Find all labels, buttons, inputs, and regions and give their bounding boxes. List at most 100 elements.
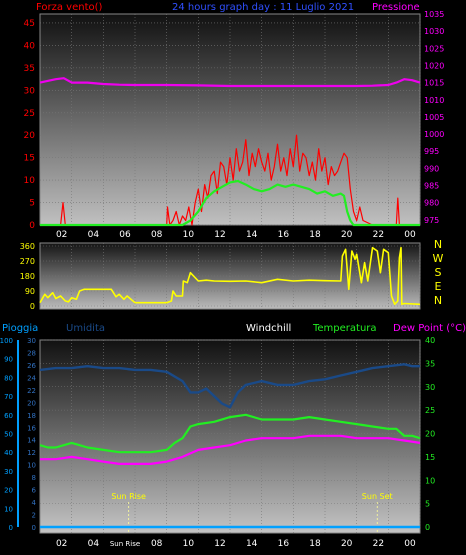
temperature-tick-label: 25 <box>425 406 435 415</box>
x-tick-label: 08 <box>151 230 163 240</box>
rain-tick-label: 80 <box>4 374 13 382</box>
compass-label: S <box>435 266 442 279</box>
x-tick-label: 00 <box>404 539 416 549</box>
compass-label: N <box>434 294 442 307</box>
wind-tick-label: 25 <box>24 109 35 119</box>
humidity-tick-label: 28 <box>27 349 36 357</box>
wind-direction-ticks: 0 90 180 270 360 <box>20 242 35 311</box>
wind-pressure-grid <box>40 14 421 226</box>
wind-tick-label: 0 <box>29 221 35 231</box>
x-tick-label: 18 <box>309 539 321 549</box>
x-tick-label: 22 <box>373 539 384 549</box>
x-tick-label: 08 <box>151 539 163 549</box>
wind-tick-label: 45 <box>24 19 35 29</box>
x-tick-label: 02 <box>56 230 67 240</box>
sun-annotation-label: Sun Rise <box>111 492 146 501</box>
rain-tick-label: 70 <box>4 393 13 401</box>
humidity-tick-label: 8 <box>32 474 36 482</box>
pressure-tick-label: 1025 <box>424 44 444 53</box>
rain-label: Pioggia <box>2 323 38 334</box>
wind-axis-ticks: 0 5 10 15 20 25 30 35 40 45 <box>24 19 36 231</box>
temperature-tick-label: 5 <box>425 500 430 509</box>
x-tick-label: 20 <box>341 539 353 549</box>
direction-tick-label: 270 <box>20 257 35 266</box>
chart-title: 24 hours graph day : 11 Luglio 2021 <box>172 2 354 13</box>
x-tick-label: 14 <box>246 230 258 240</box>
temperature-grid <box>40 339 421 533</box>
temperature-tick-label: 15 <box>425 453 435 462</box>
direction-tick-label: 90 <box>25 287 35 296</box>
humidity-tick-label: 20 <box>27 399 36 407</box>
pressure-tick-label: 1035 <box>424 10 444 19</box>
wind-line <box>40 179 420 227</box>
pressure-axis-label: Pressione <box>372 2 420 13</box>
pressure-tick-label: 980 <box>424 199 439 208</box>
humidity-tick-label: 18 <box>27 412 36 420</box>
pressure-tick-label: 1000 <box>424 130 444 139</box>
direction-tick-label: 180 <box>20 272 35 281</box>
sun-annotation-label: Sun Set <box>362 492 393 501</box>
pressure-axis-ticks: 975 980 985 990 995 1000 1005 1010 1015 1020 1025 1… <box>424 10 444 225</box>
wind-tick-label: 35 <box>24 64 35 74</box>
rain-tick-label: 60 <box>4 412 13 420</box>
x-tick-label: 10 <box>183 230 195 240</box>
pressure-line <box>39 77 421 88</box>
temperature-label: Temperatura <box>312 323 377 334</box>
wind-tick-label: 40 <box>24 41 36 51</box>
x-tick-label: 16 <box>278 539 290 549</box>
x-tick-label: 16 <box>278 230 290 240</box>
dewpoint-line <box>40 434 421 465</box>
humidity-line <box>39 363 420 409</box>
x-tick-label: 00 <box>404 230 416 240</box>
humidity-tick-label: 16 <box>27 424 36 432</box>
compass-label: W <box>433 252 444 265</box>
temperature-tick-label: 0 <box>425 523 430 532</box>
wind-direction-series <box>39 246 421 306</box>
temperature-tick-label: 10 <box>425 476 435 485</box>
wind-tick-label: 15 <box>24 154 35 164</box>
rain-tick-label: 20 <box>4 487 13 495</box>
dewpoint-label: Dew Point (°C) <box>393 323 466 334</box>
rain-tick-label: 30 <box>4 468 13 476</box>
compass-label: N <box>434 238 442 251</box>
pressure-tick-label: 975 <box>424 216 439 225</box>
humidity-tick-label: 2 <box>32 512 36 520</box>
direction-tick-label: 0 <box>30 302 35 311</box>
pressure-tick-label: 1010 <box>424 96 444 105</box>
x-tick-label: Sun Rise <box>110 540 140 548</box>
rain-axis-ticks: 0 10 20 30 40 50 60 70 80 90 100 <box>0 337 19 532</box>
humidity-tick-label: 14 <box>27 437 36 445</box>
direction-tick-label: 360 <box>20 242 35 251</box>
wind-pressure-x-ticks: 02 04 06 08 10 12 14 16 18 20 22 00 <box>56 230 416 240</box>
rain-tick-label: 40 <box>4 449 13 457</box>
temperature-line <box>39 413 421 454</box>
humidity-tick-label: 6 <box>32 487 37 495</box>
temperature-tick-label: 30 <box>425 383 435 392</box>
temperature-tick-label: 35 <box>425 359 435 368</box>
wind-tick-label: 5 <box>29 199 35 209</box>
wind-tick-label: 20 <box>24 131 36 141</box>
pressure-tick-label: 1005 <box>424 113 444 122</box>
humidity-tick-label: 24 <box>27 374 36 382</box>
x-tick-label: 02 <box>56 539 67 549</box>
temperature-axis-ticks: 0 5 10 15 20 25 30 35 40 <box>425 336 435 532</box>
x-tick-label: 04 <box>88 230 100 240</box>
wind-direction-line <box>39 246 421 306</box>
pressure-tick-label: 985 <box>424 182 439 191</box>
humidity-tick-label: 10 <box>27 462 36 470</box>
rain-tick-label: 90 <box>4 356 13 364</box>
x-tick-label: 18 <box>309 230 321 240</box>
humidity-tick-label: 4 <box>32 499 37 507</box>
humidity-tick-label: 26 <box>27 362 36 370</box>
pressure-tick-label: 990 <box>424 164 439 173</box>
x-tick-label: 12 <box>214 539 225 549</box>
wind-axis-label: Forza vento() <box>36 2 103 13</box>
pressure-tick-label: 1020 <box>424 61 444 70</box>
wind-tick-label: 10 <box>24 176 36 186</box>
rain-tick-label: 10 <box>4 505 13 513</box>
temperature-x-ticks: 02 04 Sun Rise 08 10 12 14 16 18 20 22 00 <box>56 539 416 549</box>
